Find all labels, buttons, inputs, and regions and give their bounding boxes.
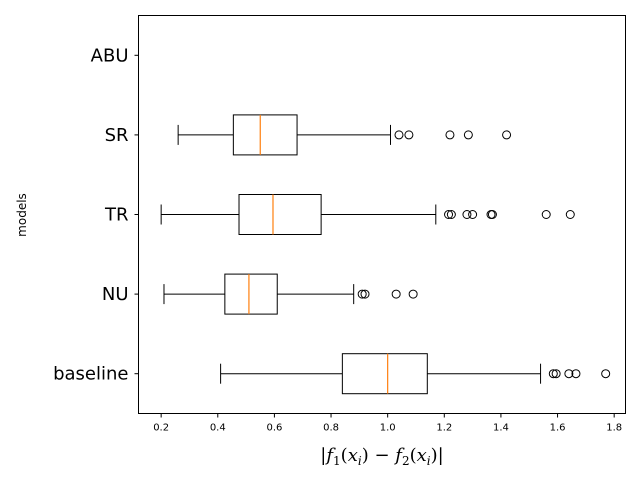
box-baseline xyxy=(220,353,611,395)
y-tick-label: TR xyxy=(104,205,129,226)
boxes-layer xyxy=(160,114,611,395)
outlier-point xyxy=(404,130,414,140)
outlier-point xyxy=(445,130,455,140)
outlier-point xyxy=(548,369,558,379)
outlier-point xyxy=(408,289,418,299)
x-tick-label: 0.8 xyxy=(323,423,339,434)
iqr-box xyxy=(341,353,428,395)
outlier-point xyxy=(462,210,472,219)
outlier-point xyxy=(551,369,561,379)
y-tick-label: ABU xyxy=(91,45,129,66)
x-tick-label: 1.2 xyxy=(436,423,452,434)
outlier-point xyxy=(468,210,478,219)
x-tick-label: 0.6 xyxy=(266,423,282,434)
box-tr xyxy=(160,194,575,235)
outlier-point xyxy=(357,289,367,299)
box-sr xyxy=(177,114,512,156)
outlier-point xyxy=(601,369,611,379)
iqr-box xyxy=(232,114,298,156)
outlier-point xyxy=(391,289,401,299)
x-tick-label: 1.8 xyxy=(606,423,622,434)
outlier-point xyxy=(463,130,473,140)
box-nu xyxy=(163,273,418,315)
iqr-box xyxy=(224,273,278,315)
outlier-point xyxy=(446,210,456,219)
x-axis-label: |f1(xi) − f2(xi)| xyxy=(320,445,443,468)
outlier-point xyxy=(394,130,404,140)
x-ticks: 0.2 0.4 0.6 0.8 1.0 1.2 1.4 1.6 1.8 xyxy=(153,413,622,434)
outlier-point xyxy=(541,210,551,219)
y-tick-label: NU xyxy=(102,284,129,305)
iqr-box xyxy=(238,194,322,235)
x-tick-label: 1.4 xyxy=(493,423,509,434)
y-tick-label: SR xyxy=(105,125,129,146)
outlier-point xyxy=(571,369,581,379)
outlier-point xyxy=(360,289,370,299)
x-tick-label: 1.6 xyxy=(550,423,566,434)
y-tick-label: baseline xyxy=(53,364,128,385)
outlier-point xyxy=(444,210,454,219)
outlier-point xyxy=(487,210,497,219)
outlier-point xyxy=(564,369,574,379)
y-axis-label: models xyxy=(15,193,29,237)
outlier-point xyxy=(565,210,575,219)
outlier-point xyxy=(502,130,512,140)
x-tick-label: 1.0 xyxy=(380,423,396,434)
x-tick-label: 0.4 xyxy=(210,423,226,434)
x-tick-label: 0.2 xyxy=(153,423,169,434)
y-ticks: ABU SR TR NU baseline xyxy=(53,45,139,385)
